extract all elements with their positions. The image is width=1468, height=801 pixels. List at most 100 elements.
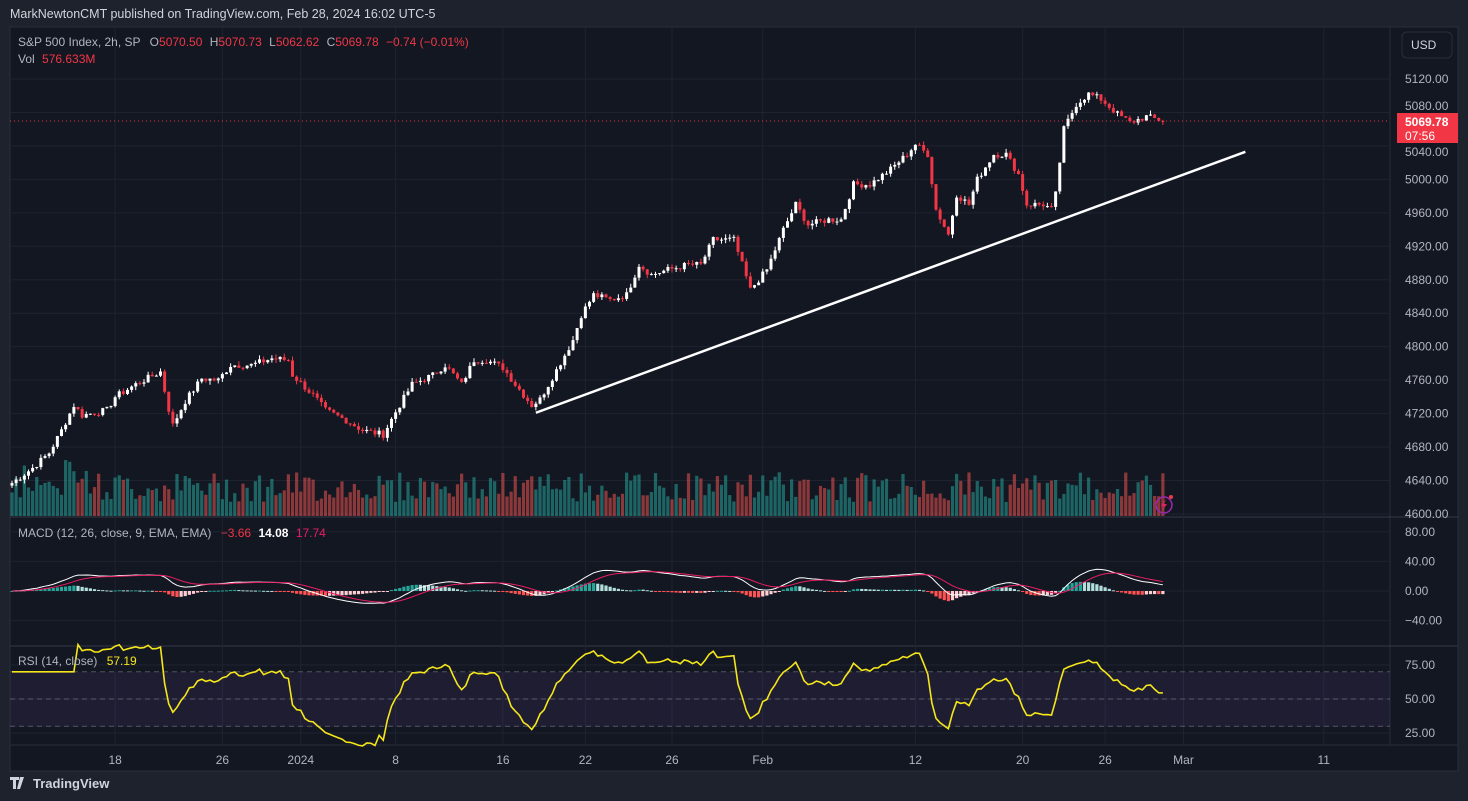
macd-histogram-bar (662, 591, 666, 593)
candle-up (134, 383, 138, 387)
candle-up (385, 427, 389, 438)
macd-histogram-bar (513, 591, 517, 594)
currency-button[interactable]: USD (1401, 31, 1453, 59)
macd-histogram-bar (1004, 587, 1008, 591)
macd-histogram-bar (196, 591, 200, 593)
macd-histogram-bar (447, 587, 451, 591)
macd-histogram-bar (163, 591, 167, 593)
candle-up (984, 167, 987, 176)
trendline[interactable] (535, 150, 1246, 414)
macd-histogram-bar (946, 591, 950, 602)
candle-down (930, 157, 934, 185)
candle-down (938, 209, 942, 220)
candle-up (249, 363, 253, 366)
rsi-legend[interactable]: RSI (14, close) 57.19 (18, 654, 137, 668)
macd-histogram-bar (794, 586, 798, 591)
macd-histogram-bar (84, 587, 88, 591)
volume-bar (1062, 493, 1066, 516)
volume-bar (245, 487, 249, 516)
macd-histogram-bar (719, 590, 724, 592)
macd-histogram-bar (983, 589, 988, 591)
candle-down (274, 358, 278, 360)
candle-up (439, 371, 443, 374)
candle-up (1095, 94, 1099, 96)
candles[interactable] (10, 91, 1165, 488)
volume-bar (637, 474, 641, 516)
volume-bar (600, 485, 604, 516)
candle-down (1120, 111, 1124, 117)
candle-up (588, 301, 591, 307)
macd-histogram-bar (307, 591, 311, 596)
candle-up (1087, 92, 1091, 100)
candle-up (130, 386, 134, 390)
volume-bar (625, 472, 629, 516)
tradingview-logo[interactable]: TradingView (10, 776, 110, 791)
volume-bar (146, 488, 150, 516)
macd-histogram-bar (72, 585, 76, 591)
volume-bar (130, 489, 134, 516)
volume-bar (488, 477, 493, 516)
macd-histogram-bar (950, 591, 955, 601)
macd-histogram-bar (1021, 591, 1025, 592)
volume-bar (158, 501, 163, 516)
candle-down (736, 236, 740, 252)
volume-bar (884, 478, 889, 516)
volume-bar (257, 475, 262, 516)
candle-up (398, 407, 402, 413)
volume-bar (1041, 499, 1045, 516)
candle-up (51, 446, 55, 454)
candle-down (138, 383, 142, 385)
candle-down (604, 294, 608, 298)
volume-bar (196, 483, 200, 516)
candle-down (307, 389, 311, 393)
macd-histogram-bar (1095, 584, 1099, 591)
candle-down (303, 381, 307, 390)
volume-bar (538, 476, 542, 516)
candle-up (897, 162, 901, 165)
macd-histogram-bar (455, 589, 460, 591)
macd-histogram-bar (237, 590, 241, 592)
macd-histogram-bar (257, 590, 262, 592)
volume-bar (1091, 500, 1095, 516)
macd-legend[interactable]: MACD (12, 26, close, 9, EMA, EMA) −3.66 … (18, 526, 326, 540)
macd-histogram-bar (1008, 587, 1012, 591)
volume-bar (365, 494, 369, 516)
candle-up (765, 269, 769, 272)
macd-histogram-bar (686, 591, 691, 593)
symbol-legend[interactable]: S&P 500 Index, 2h, SP O5070.50 H5070.73 … (18, 35, 469, 49)
macd-histogram-bar (59, 586, 64, 591)
macd-histogram-bar (831, 591, 835, 592)
volume-label: Vol (18, 52, 35, 66)
macd-histogram-bar (1054, 591, 1058, 594)
candle-down (748, 276, 752, 288)
candle-down (435, 372, 439, 374)
volume-bar (377, 475, 381, 516)
volume-bar (84, 470, 88, 516)
volume-bar (521, 482, 526, 516)
candle-up (757, 282, 761, 286)
macd-histogram-bar (629, 590, 633, 592)
macd-histogram-bar (414, 584, 418, 591)
macd-histogram-bar (229, 590, 233, 592)
volume-bar (946, 500, 950, 516)
volume-legend[interactable]: Vol 576.633M (18, 52, 95, 66)
macd-histogram-bar (909, 589, 913, 591)
volume-bar (785, 501, 790, 516)
candle-up (592, 293, 596, 302)
macd-histogram-bar (645, 590, 649, 592)
candle-up (196, 381, 200, 392)
volume-bar (266, 486, 270, 516)
candle-down (517, 385, 521, 390)
lightning-badge[interactable] (1155, 495, 1173, 514)
candle-up (258, 359, 261, 363)
volume-bar (455, 484, 460, 516)
candle-up (913, 144, 917, 151)
candle-up (1045, 206, 1049, 208)
macd-histogram-bar (274, 591, 278, 592)
volume-bar (1120, 496, 1124, 516)
macd-histogram-bar (1037, 591, 1041, 596)
macd-histogram-bar (670, 591, 674, 593)
macd-histogram-bar (785, 588, 790, 591)
macd-histogram-bar (394, 588, 398, 591)
